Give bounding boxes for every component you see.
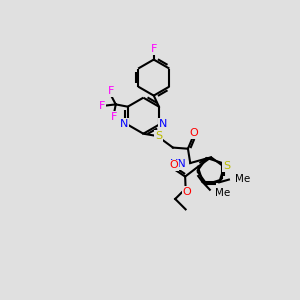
Text: F: F [107, 86, 114, 96]
Text: S: S [223, 161, 230, 171]
Text: F: F [99, 100, 105, 110]
Text: O: O [169, 160, 178, 170]
Text: HN: HN [170, 159, 187, 169]
Text: Me: Me [215, 188, 230, 197]
Text: S: S [155, 131, 162, 141]
Text: Me: Me [236, 174, 250, 184]
Text: N: N [119, 118, 128, 128]
Text: F: F [151, 44, 157, 54]
Text: F: F [111, 112, 117, 122]
Text: N: N [159, 118, 167, 128]
Text: O: O [189, 128, 198, 138]
Text: O: O [183, 187, 191, 197]
